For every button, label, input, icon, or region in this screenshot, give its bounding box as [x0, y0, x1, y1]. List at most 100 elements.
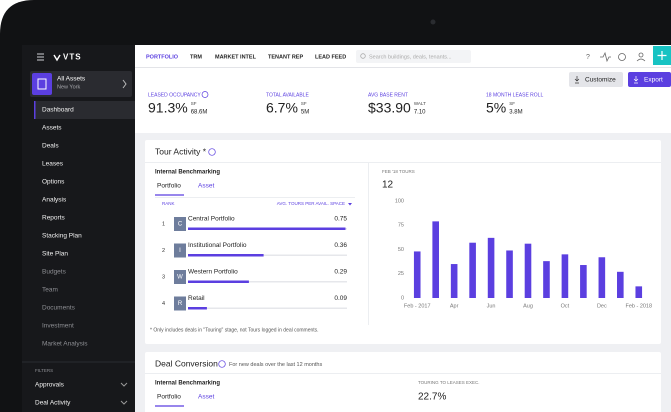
nav-item[interactable]: Team — [42, 287, 58, 294]
building-icon — [37, 78, 47, 90]
filters-label: FILTERS — [35, 368, 53, 373]
bar — [450, 264, 458, 298]
info-icon[interactable] — [218, 360, 226, 368]
nav-tab[interactable]: TRM — [190, 54, 202, 60]
row-name[interactable]: Retail — [188, 295, 205, 302]
row-name[interactable]: Institutional Portfolio — [188, 242, 247, 249]
activity-icon[interactable] — [600, 51, 611, 63]
nav-item[interactable]: Options — [42, 179, 65, 186]
nav-item[interactable]: Analysis — [42, 197, 67, 204]
bar — [506, 250, 513, 298]
chevron — [120, 382, 128, 387]
y-tick-label: 75 — [398, 223, 404, 229]
rank: 2 — [162, 248, 165, 254]
search-placeholder: Search buildings, deals, tenants... — [369, 54, 452, 60]
filter-item[interactable]: Approvals — [35, 382, 65, 389]
row-value: 0.09 — [334, 295, 347, 302]
card-title: Tour Activity * — [155, 146, 207, 156]
nav-item[interactable]: Investment — [42, 323, 74, 330]
section-title: Internal Benchmarking — [155, 381, 220, 387]
rank: 3 — [162, 274, 165, 280]
nav-tab[interactable]: MARKET INTEL — [215, 54, 257, 60]
row-name[interactable]: Central Portfolio — [188, 216, 235, 223]
asset-selector[interactable] — [30, 71, 132, 97]
customize-button[interactable] — [569, 72, 623, 87]
bar — [487, 237, 495, 298]
nav-active-bg — [34, 101, 135, 119]
x-tick-label: Feb - 2018 — [625, 303, 652, 309]
kpi-sub: 5M — [301, 110, 309, 116]
deal-card — [145, 352, 661, 412]
logo-mark — [53, 54, 61, 62]
x-tick-label: Apr — [450, 303, 459, 309]
nav-item[interactable]: Stacking Plan — [42, 233, 82, 240]
bar — [469, 242, 476, 298]
help-icon[interactable]: ? — [586, 54, 590, 61]
benchmark-bar — [188, 280, 249, 283]
nav-item[interactable]: Assets — [42, 125, 62, 132]
nav-tab[interactable]: LEAD FEED — [315, 54, 346, 60]
nav-item[interactable]: Market Analysis — [42, 341, 88, 348]
kpi-unit: SF — [509, 101, 515, 106]
nav-active-marker — [34, 101, 36, 119]
camera — [430, 19, 436, 25]
bar — [635, 286, 643, 298]
clock-icon[interactable] — [618, 53, 626, 61]
badge-letter: W — [177, 275, 183, 281]
kpi-value: $33.90 — [368, 100, 411, 116]
nav-item[interactable]: Reports — [42, 215, 66, 222]
rank: 1 — [162, 221, 165, 227]
nav-item[interactable]: Deals — [42, 143, 59, 150]
nav-tab[interactable]: PORTFOLIO — [146, 54, 179, 60]
badge — [174, 270, 186, 284]
tab[interactable]: Portfolio — [157, 394, 181, 401]
tab[interactable]: Asset — [198, 183, 214, 190]
metric-label: TOURING TO LEASES EXEC. — [418, 380, 480, 385]
download-icon — [633, 76, 639, 84]
benchmark-bar — [188, 227, 346, 230]
row-value: 0.36 — [334, 242, 347, 249]
y-tick-label: 0 — [401, 295, 404, 301]
nav-item[interactable]: Documents — [42, 305, 76, 312]
search-box[interactable] — [356, 50, 471, 63]
user-icon-body — [636, 58, 646, 62]
x-tick-label: Dec — [597, 303, 607, 309]
sidebar — [22, 45, 135, 412]
nav-item[interactable]: Leases — [42, 161, 64, 168]
info-icon[interactable] — [201, 91, 209, 98]
kpi-label: LEASED OCCUPANCY — [148, 92, 201, 98]
y-tick-label: 100 — [395, 198, 404, 204]
bar-track — [188, 307, 347, 309]
bar — [432, 221, 439, 298]
badge-letter: I — [179, 248, 181, 254]
user-icon[interactable] — [638, 52, 644, 58]
plus-icon — [657, 51, 667, 60]
column-header[interactable]: AVG. TOURS PER AVAIL. SPACE — [277, 201, 345, 206]
row-value: 0.75 — [334, 216, 347, 223]
x-tick-label: Feb - 2017 — [404, 303, 431, 309]
card-subtitle: For new deals over the last 12 months — [229, 362, 322, 368]
chevron — [122, 79, 127, 89]
filter-item[interactable]: Deal Activity — [35, 400, 71, 407]
tab[interactable]: Portfolio — [157, 183, 181, 190]
benchmark-bar — [188, 307, 207, 310]
export-button[interactable] — [628, 72, 671, 87]
badge — [174, 296, 186, 311]
row-name[interactable]: Western Portfolio — [188, 269, 238, 276]
row-value: 0.29 — [334, 269, 347, 276]
kpi-value: 91.3% — [148, 100, 188, 116]
badge-letter: R — [178, 301, 183, 307]
nav-item[interactable]: Site Plan — [42, 251, 68, 258]
bar — [617, 271, 624, 298]
nav-tab[interactable]: TENANT REP — [268, 54, 303, 60]
chevron — [120, 400, 128, 405]
rank: 4 — [162, 301, 165, 307]
nav-item[interactable]: Budgets — [42, 269, 67, 276]
asset-title: All Assets — [57, 76, 86, 83]
kpi-value: 5% — [486, 100, 506, 116]
tab[interactable]: Asset — [198, 394, 214, 401]
logo: VTS — [63, 53, 82, 62]
info-icon[interactable] — [208, 148, 216, 156]
nav-item[interactable]: Dashboard — [42, 107, 74, 114]
